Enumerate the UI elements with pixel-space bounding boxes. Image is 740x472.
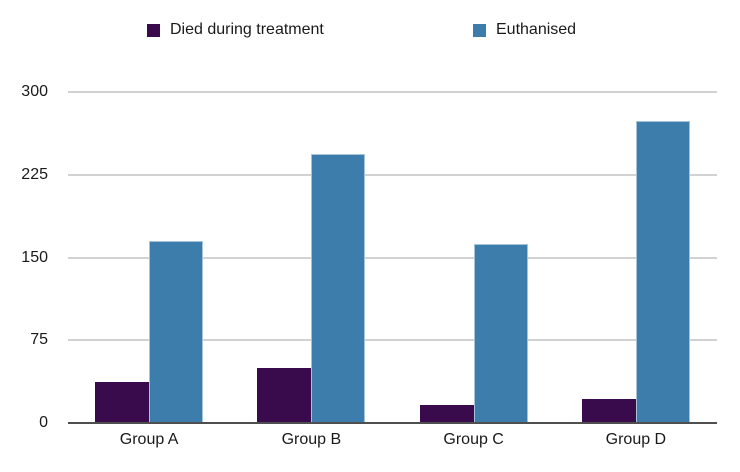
bar-group-b [230, 92, 392, 423]
y-tick-150: 150 [21, 248, 48, 266]
gridline-75 [68, 339, 717, 342]
y-tick-0: 0 [39, 414, 48, 431]
bar-group-d [555, 92, 717, 423]
y-axis: 300 225 150 75 0 [0, 83, 48, 431]
y-tick-225: 225 [21, 165, 48, 183]
bar-groups [68, 92, 717, 423]
legend-label-euthanised: Euthanised [496, 21, 577, 38]
gridline-300 [68, 91, 717, 93]
legend-swatch-euthanised-icon [473, 23, 486, 37]
bar-died-group-c [419, 405, 474, 423]
x-axis-labels: Group A Group B Group C Group D [68, 431, 717, 449]
bar-group-c [393, 92, 555, 423]
bar-euthanised-group-b [311, 153, 366, 423]
x-label-group-b: Group B [281, 431, 342, 448]
x-label-group-a: Group A [119, 431, 179, 448]
y-tick-300: 300 [21, 83, 48, 100]
legend-item-euthanised: Euthanised [473, 22, 576, 38]
bar-euthanised-group-d [635, 120, 690, 423]
legend-item-died-during-treatment: Died during treatment [147, 22, 324, 38]
bar-died-group-d [581, 398, 636, 423]
bar-euthanised-group-c [473, 244, 528, 423]
legend-swatch-died-icon [147, 23, 160, 37]
bar-died-group-b [257, 367, 312, 423]
bar-died-group-a [95, 382, 150, 423]
bar-group-a [68, 92, 230, 423]
gridline-150 [68, 256, 717, 259]
legend-label-died: Died during treatment [170, 21, 324, 38]
x-label-group-d: Group D [605, 431, 667, 448]
bar-euthanised-group-a [149, 240, 204, 423]
y-tick-75: 75 [30, 331, 48, 349]
x-label-group-c: Group C [443, 431, 504, 448]
gridline-225 [68, 173, 717, 176]
plot-area [68, 91, 717, 424]
x-axis-baseline [68, 422, 717, 424]
